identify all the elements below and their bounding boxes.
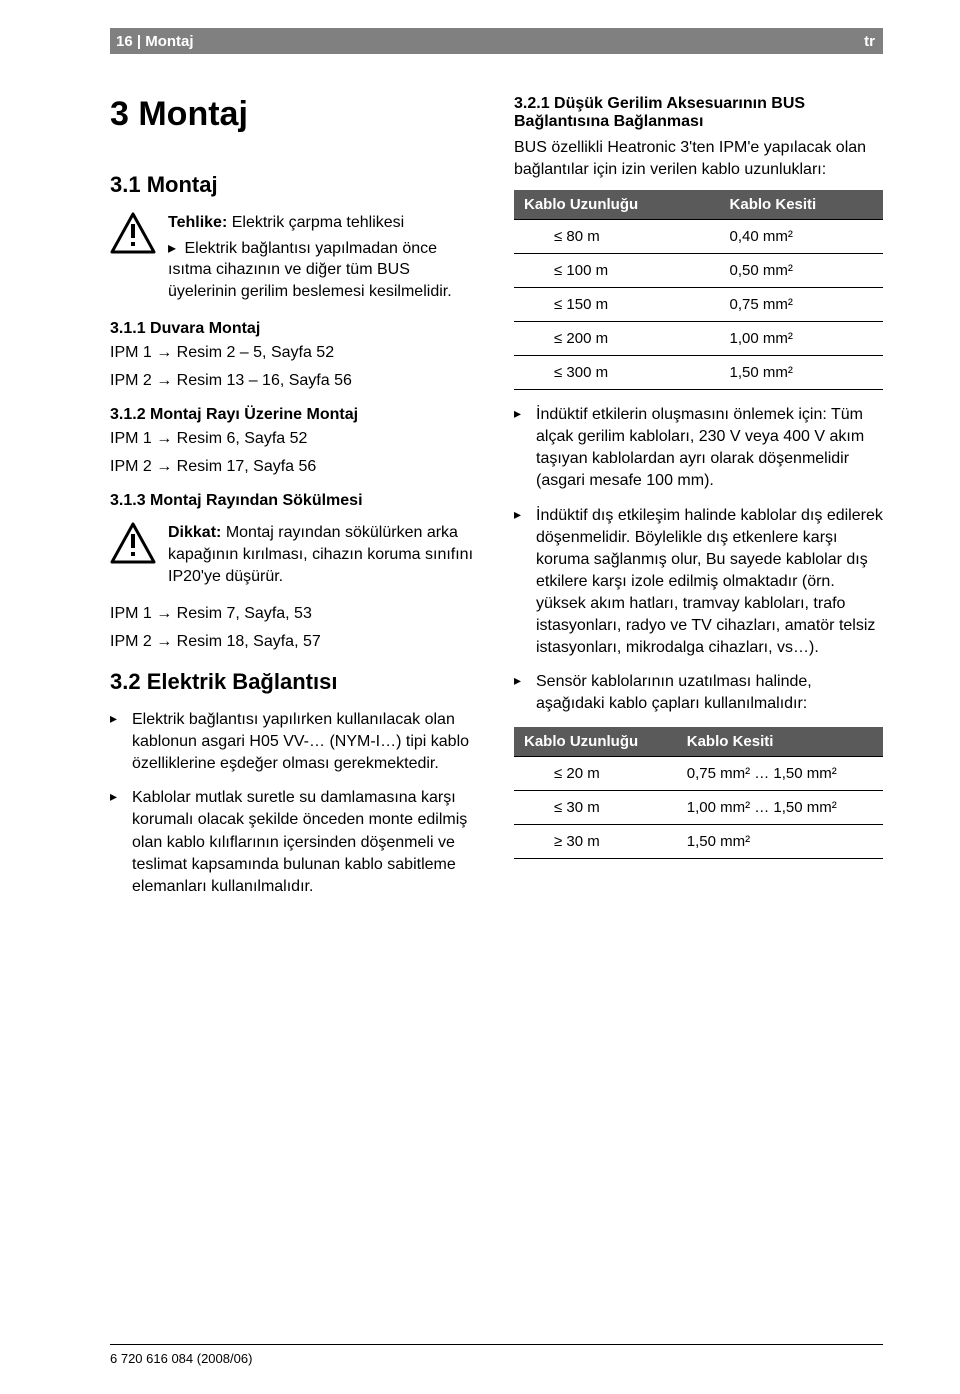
h3-3.1.3: 3.1.3 Montaj Rayından Sökülmesi <box>110 492 479 510</box>
list-item: Sensör kablolarının uzatılması halinde, … <box>514 671 883 715</box>
table-cell: 1,00 mm² … 1,50 mm² <box>677 791 883 825</box>
table-cell: 1,50 mm² <box>677 825 883 859</box>
header-left: 16 | Montaj <box>116 33 194 50</box>
table-row: ≤ 80 m0,40 mm² <box>514 220 883 254</box>
list-item: İndüktif etkilerin oluşmasını önlemek iç… <box>514 404 883 492</box>
intro-321: BUS özellikli Heatronic 3'ten IPM'e yapı… <box>514 137 883 180</box>
warning-text: Tehlike: Elektrik çarpma tehlikesi ▸ Ele… <box>168 212 479 302</box>
content: 3 Montaj 3.1 Montaj Tehlike: Elektrik ça… <box>110 95 883 910</box>
list-3.2: Elektrik bağlantısı yapılırken kullanıla… <box>110 709 479 898</box>
table-row: ≤ 200 m1,00 mm² <box>514 322 883 356</box>
warning-box-caution: Dikkat: Montaj rayından sökülürken arka … <box>110 522 479 587</box>
cable-length-table-1: Kablo Uzunluğu Kablo Kesiti ≤ 80 m0,40 m… <box>514 190 883 390</box>
h2-3.1: 3.1 Montaj <box>110 172 479 198</box>
danger-heading: Tehlike: Elektrik çarpma tehlikesi <box>168 212 479 234</box>
ref-311b: IPM 2 → Resim 13 – 16, Sayfa 56 <box>110 372 479 390</box>
table-row: ≤ 30 m1,00 mm² … 1,50 mm² <box>514 791 883 825</box>
ref-313b: IPM 2 → Resim 18, Sayfa, 57 <box>110 633 479 651</box>
table-header: Kablo Uzunluğu <box>514 190 720 220</box>
h1-montaj: 3 Montaj <box>110 95 479 134</box>
ref-312a: IPM 1 → Resim 6, Sayfa 52 <box>110 430 479 448</box>
ref-313a: IPM 1 → Resim 7, Sayfa, 53 <box>110 605 479 623</box>
list-item: İndüktif dış etkileşim halinde kablolar … <box>514 505 883 660</box>
danger-body: Elektrik bağlantısı yapılmadan önce ısıt… <box>168 240 452 300</box>
table-cell: ≤ 20 m <box>514 757 677 791</box>
table-cell: ≤ 200 m <box>514 322 720 356</box>
cable-length-table-2: Kablo Uzunluğu Kablo Kesiti ≤ 20 m0,75 m… <box>514 727 883 859</box>
table-cell: ≥ 30 m <box>514 825 677 859</box>
list-item: Elektrik bağlantısı yapılırken kullanıla… <box>110 709 479 775</box>
left-column: 3 Montaj 3.1 Montaj Tehlike: Elektrik ça… <box>110 95 479 910</box>
table-header: Kablo Kesiti <box>720 190 883 220</box>
list-item: Kablolar mutlak suretle su damlamasına k… <box>110 787 479 897</box>
table-cell: ≤ 100 m <box>514 254 720 288</box>
table-cell: 1,50 mm² <box>720 356 883 390</box>
page-header: 16 | Montaj tr <box>110 28 883 54</box>
bullet-marker: ▸ <box>168 238 176 260</box>
table-cell: ≤ 30 m <box>514 791 677 825</box>
table-cell: 0,40 mm² <box>720 220 883 254</box>
table-cell: 0,75 mm² … 1,50 mm² <box>677 757 883 791</box>
danger-line: Elektrik çarpma tehlikesi <box>232 214 405 231</box>
header-right: tr <box>864 33 875 50</box>
page: 16 | Montaj tr 3 Montaj 3.1 Montaj Tehli… <box>0 0 960 1394</box>
danger-label: Tehlike: <box>168 214 227 231</box>
table-row: ≤ 150 m0,75 mm² <box>514 288 883 322</box>
table-cell: ≤ 80 m <box>514 220 720 254</box>
caution-label: Dikkat: <box>168 524 221 541</box>
table-row: ≤ 20 m0,75 mm² … 1,50 mm² <box>514 757 883 791</box>
warning-icon <box>110 212 156 254</box>
table-cell: ≤ 150 m <box>514 288 720 322</box>
ref-312b: IPM 2 → Resim 17, Sayfa 56 <box>110 458 479 476</box>
h2-3.2: 3.2 Elektrik Bağlantısı <box>110 669 479 695</box>
warning-icon <box>110 522 156 564</box>
caution-text: Dikkat: Montaj rayından sökülürken arka … <box>168 522 479 587</box>
footer-text: 6 720 616 084 (2008/06) <box>110 1351 252 1366</box>
warning-box-danger: Tehlike: Elektrik çarpma tehlikesi ▸ Ele… <box>110 212 479 302</box>
table-header: Kablo Uzunluğu <box>514 727 677 757</box>
table-header: Kablo Kesiti <box>677 727 883 757</box>
table-row: ≥ 30 m1,50 mm² <box>514 825 883 859</box>
danger-body-row: ▸ Elektrik bağlantısı yapılmadan önce ıs… <box>168 238 479 303</box>
h3-3.2.1: 3.2.1 Düşük Gerilim Aksesuarının BUS Bağ… <box>514 95 883 131</box>
right-column: 3.2.1 Düşük Gerilim Aksesuarının BUS Bağ… <box>514 95 883 910</box>
h3-3.1.1: 3.1.1 Duvara Montaj <box>110 320 479 338</box>
list-321: İndüktif etkilerin oluşmasını önlemek iç… <box>514 404 883 715</box>
table-row: ≤ 300 m1,50 mm² <box>514 356 883 390</box>
table-row: ≤ 100 m0,50 mm² <box>514 254 883 288</box>
table-cell: ≤ 300 m <box>514 356 720 390</box>
table-cell: 0,50 mm² <box>720 254 883 288</box>
table-cell: 0,75 mm² <box>720 288 883 322</box>
page-footer: 6 720 616 084 (2008/06) <box>110 1344 883 1366</box>
table-cell: 1,00 mm² <box>720 322 883 356</box>
ref-311a: IPM 1 → Resim 2 – 5, Sayfa 52 <box>110 344 479 362</box>
h3-3.1.2: 3.1.2 Montaj Rayı Üzerine Montaj <box>110 406 479 424</box>
